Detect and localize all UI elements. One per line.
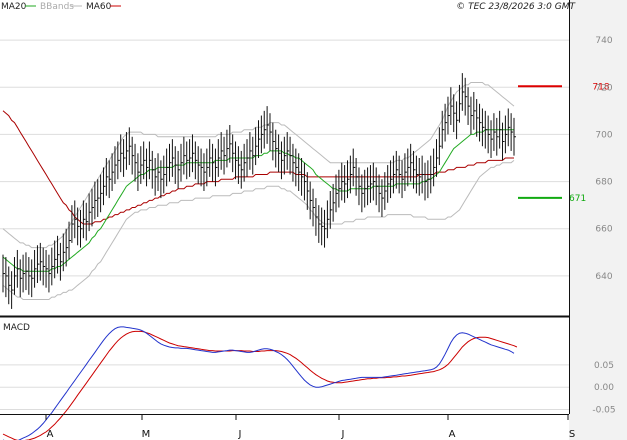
price-tick-label-720: 720 <box>595 83 612 93</box>
macd-tick-label: 0.00 <box>594 383 614 393</box>
legend-bbands-label: BBands <box>40 2 74 12</box>
macd-signal-line <box>2 330 518 440</box>
macd-gridlines <box>0 364 569 411</box>
x-tick-label-A: A <box>449 429 456 440</box>
price-tick-label-640: 640 <box>595 272 612 282</box>
legend: MA20 BBands MA60 <box>1 2 121 12</box>
macd-tick-label: 0.05 <box>594 361 614 371</box>
macd-lines <box>2 326 518 440</box>
right-axis-background <box>569 0 627 440</box>
price-tick-label-740: 740 <box>595 36 612 46</box>
price-tick-label-660: 660 <box>595 225 612 235</box>
macd-tick-label: -0.05 <box>592 406 615 416</box>
x-tick-label-J: J <box>341 429 345 440</box>
resistance-label: 718 <box>592 82 609 92</box>
copyright-text: © TEC 23/8/2026 3:0 GMT <box>456 2 576 12</box>
x-tick-label-J: J <box>238 429 242 440</box>
x-tick-label-A: A <box>47 429 54 440</box>
x-tick-label-M: M <box>142 429 151 440</box>
ma60-line <box>2 110 514 225</box>
support-label: 671 <box>569 194 586 204</box>
legend-ma20-label: MA20 <box>1 2 27 12</box>
price-y-axis: 640 660 680 700 720 740 <box>595 36 612 282</box>
support-resistance-levels: 718 671 <box>518 82 610 204</box>
macd-panel <box>0 318 569 414</box>
bb-lower-line <box>2 160 515 300</box>
macd-title: MACD <box>3 323 30 333</box>
price-tick-label-680: 680 <box>595 178 612 188</box>
price-bars <box>2 73 516 309</box>
price-tick-label-700: 700 <box>595 130 612 140</box>
legend-ma60-label: MA60 <box>86 2 112 12</box>
macd-line <box>2 326 515 440</box>
x-tick-label-S: S <box>569 429 575 440</box>
macd-y-axis: 0.05 0.00 -0.05 <box>592 361 615 416</box>
